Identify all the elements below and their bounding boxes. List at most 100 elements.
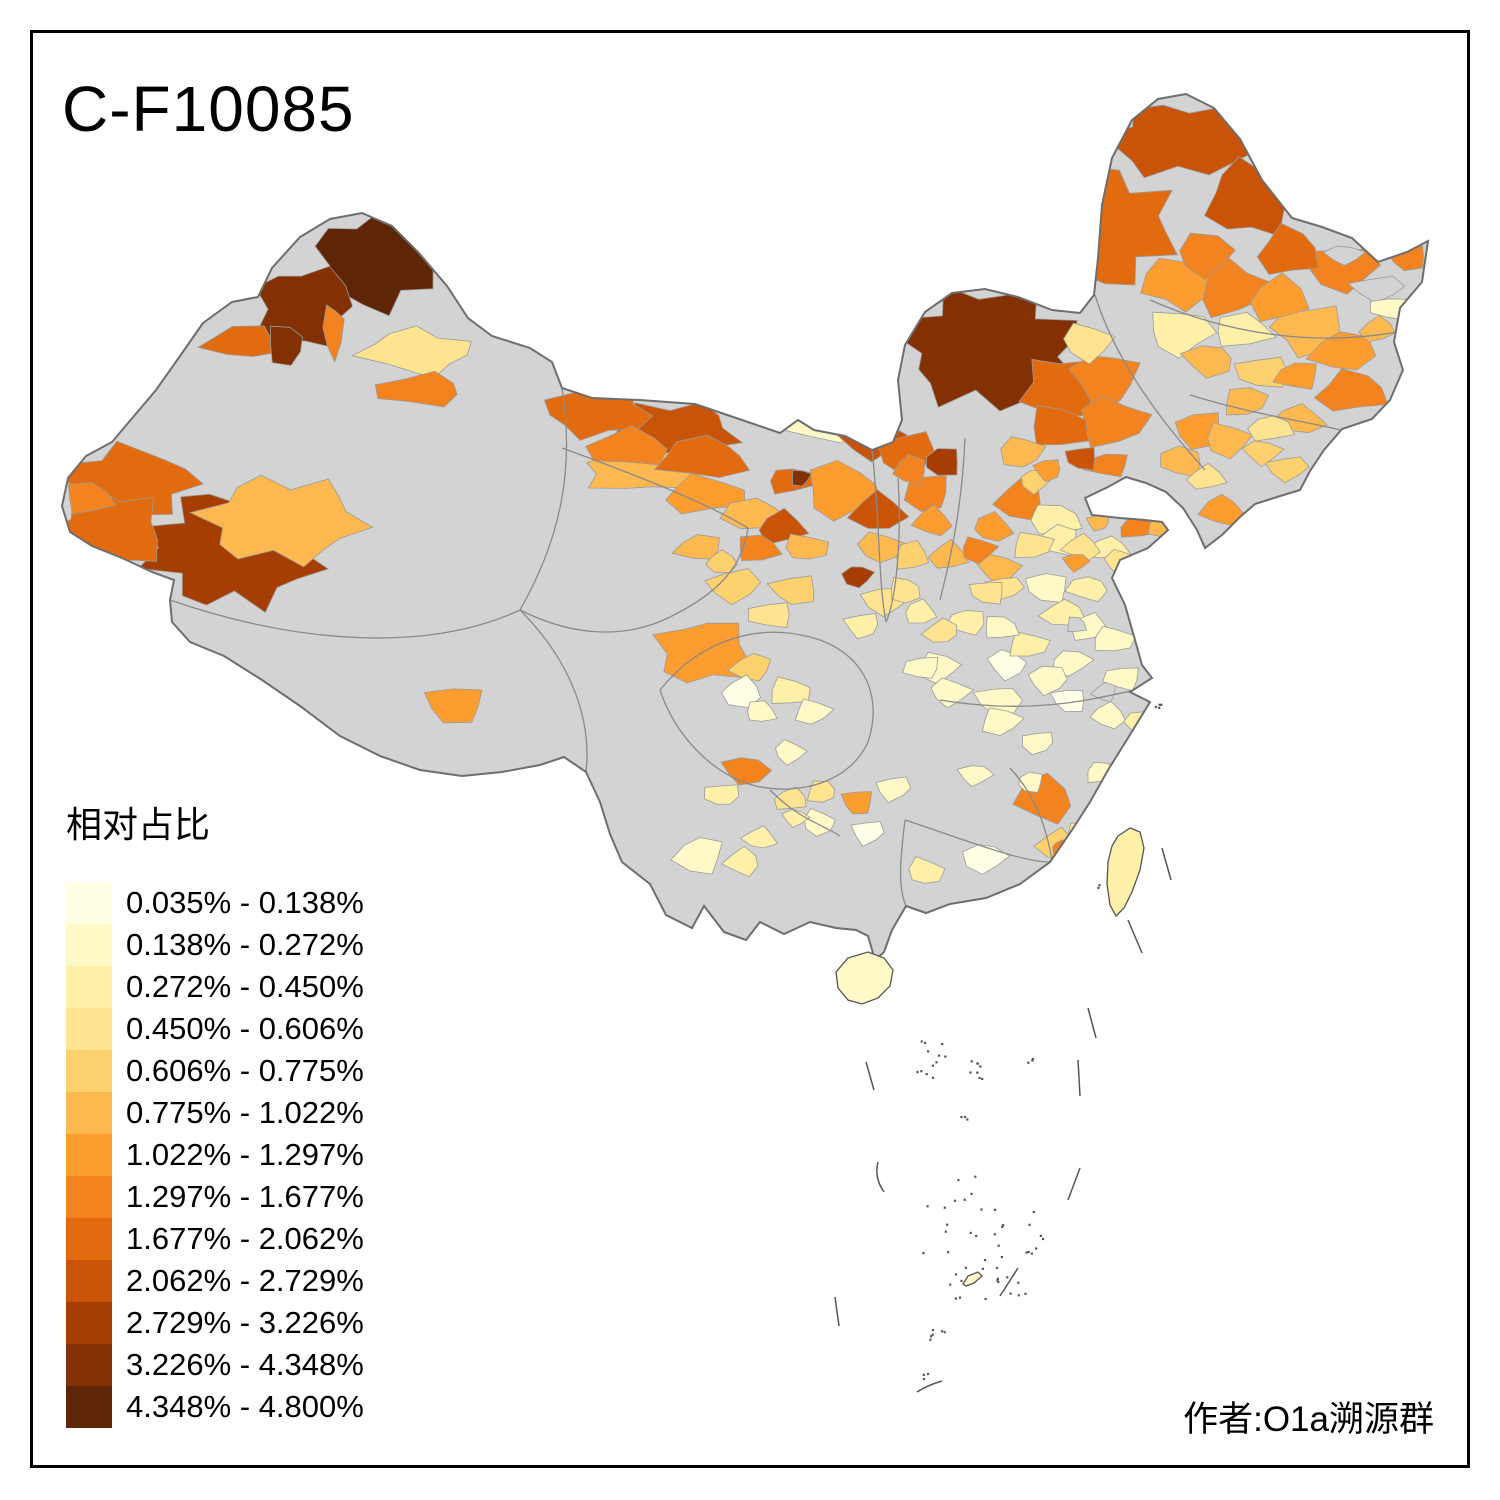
province-border [519,609,588,773]
island-dot [954,1273,958,1276]
province-border [1009,767,1053,861]
prefecture-region [841,566,876,589]
island-dot [1025,1251,1028,1254]
prefecture-region [1067,616,1088,633]
prefecture-region [1025,573,1067,603]
island-dot [979,1065,982,1068]
legend-swatch [66,882,112,924]
island-dot [1097,886,1100,889]
prefecture-region [1152,311,1218,359]
prefecture-region [927,538,970,569]
island-dot [1001,1225,1004,1228]
prefecture-region [1000,436,1047,468]
prefecture-region [1094,625,1137,652]
prefecture-region [1059,532,1101,561]
island-dot [1154,705,1158,709]
island-dot [960,1279,963,1282]
prefecture-region [1217,311,1277,347]
island-dot [996,1266,999,1269]
prefecture-region [1081,395,1153,449]
island-dot [920,1040,923,1043]
prefecture-region [875,776,912,803]
prefecture-region [905,598,938,624]
legend-item: 0.775% - 1.022% [66,1092,364,1134]
island-dot [974,1175,977,1178]
legend-item: 0.272% - 0.450% [66,966,364,1008]
prefecture-region [962,536,1000,565]
island-dot [1158,706,1161,709]
legend-label: 0.035% - 0.138% [126,885,364,920]
legend-swatch [66,1386,112,1428]
prefecture-region [902,656,939,679]
prefecture-region [374,370,458,408]
island-dot [960,1115,963,1119]
island-dot [997,1280,1000,1284]
prefecture-region [842,612,879,640]
prefecture-region [1022,731,1054,756]
prefecture-region [747,700,778,722]
island-dot [926,1205,929,1208]
sea-boundary-segment [999,1267,1019,1297]
island-dot [943,1331,946,1334]
sea-boundary-segment [1161,847,1172,881]
legend-swatch [66,1344,112,1386]
prefecture-region [1089,681,1116,703]
island-dot [1024,1292,1027,1295]
legend-label: 0.272% - 0.450% [126,969,364,1004]
prefecture-region [671,534,720,560]
island-dot [925,1073,928,1076]
island-dot [1027,1251,1030,1254]
legend-swatch [66,1008,112,1050]
province-border [1094,294,1206,471]
sea-boundary-segment [834,1296,840,1327]
prefecture-region [1033,405,1089,446]
page-title: C-F10085 [62,73,355,145]
island-dot [1017,1281,1020,1284]
prefecture-region [1063,322,1116,365]
legend-label: 0.450% - 0.606% [126,1011,364,1046]
island-dot [997,1244,1000,1247]
prefecture-region [926,448,958,476]
province-border [1149,299,1409,339]
island-dot [1028,1223,1031,1226]
prefecture-region [1089,700,1127,730]
province-border [659,631,874,790]
island-dot [969,1071,972,1074]
legend-item: 2.062% - 2.729% [66,1260,364,1302]
legend-item: 2.729% - 3.226% [66,1302,364,1344]
prefecture-region [726,652,772,682]
province-border [769,789,841,837]
legend-label: 1.297% - 1.677% [126,1179,364,1214]
legend-item: 4.348% - 4.800% [66,1386,364,1428]
island-dot [927,1050,930,1053]
island-dot [970,1060,973,1063]
island-dot [958,1296,962,1299]
legend-swatch [66,1176,112,1218]
prefecture-region [1358,314,1396,343]
island-dot [931,1333,934,1336]
legend-item: 0.138% - 0.272% [66,924,364,966]
island-dot [1030,1252,1033,1255]
island-dot [935,1061,938,1064]
prefecture-region [766,575,814,605]
prefecture-region [891,576,921,604]
prefecture-region [1009,631,1051,657]
island-dot [922,1252,925,1255]
island-dot [1006,1276,1009,1279]
prefecture-region [850,821,885,847]
legend-swatch [66,1134,112,1176]
island-dot [976,1062,979,1065]
map-legend: 相对占比 0.035% - 0.138% 0.138% - 0.272% 0.272… [66,796,364,1428]
island-dot [941,1330,944,1333]
prefecture-region [1256,222,1319,275]
prefecture-region [908,856,946,884]
prefecture-region [840,791,872,815]
island-dot [1002,1224,1005,1227]
island-dot [1031,1059,1034,1062]
prefecture-region [704,784,740,805]
prefecture-region [670,837,723,875]
island-dot [966,1118,969,1121]
prefecture-region [423,688,483,724]
island-dot [944,1055,947,1058]
prefecture-region [739,825,779,849]
